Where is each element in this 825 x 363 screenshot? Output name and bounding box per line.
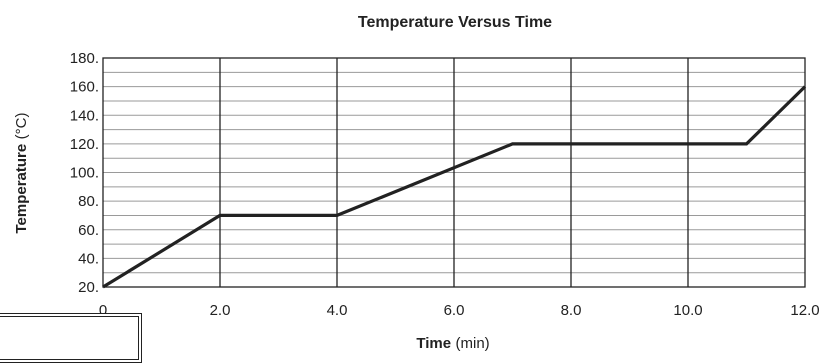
x-axis-label: Time (min) xyxy=(416,335,489,352)
x-axis-label-bold: Time xyxy=(416,335,451,352)
y-tick-label: 20. xyxy=(78,279,99,296)
overlay-box xyxy=(0,313,142,363)
y-tick-label: 140. xyxy=(70,107,99,124)
y-tick-label: 160. xyxy=(70,79,99,96)
y-tick-label: 80. xyxy=(78,193,99,210)
x-tick-label: 6.0 xyxy=(444,302,465,319)
plot-frame xyxy=(102,57,806,288)
x-tick-label: 2.0 xyxy=(210,302,231,319)
y-axis-label: Temperature (°C) xyxy=(13,112,30,233)
x-axis-label-unit: (min) xyxy=(456,335,490,352)
temperature-line xyxy=(102,85,807,289)
x-tick-label: 12.0 xyxy=(790,302,819,319)
y-axis-label-unit: (°C) xyxy=(13,112,30,139)
y-tick-label: 120. xyxy=(70,136,99,153)
chart-title: Temperature Versus Time xyxy=(358,14,552,31)
y-tick-label: 40. xyxy=(78,250,99,267)
x-tick-label: 0 xyxy=(99,302,107,319)
temperature-chart: Temperature Versus Time 20. 40. 60. 80. 100.… xyxy=(13,14,820,352)
grid-vertical xyxy=(219,58,689,287)
y-tick-label: 180. xyxy=(70,50,99,67)
x-tick-labels: 0 2.0 4.0 6.0 8.0 10.0 12.0 xyxy=(99,302,820,319)
y-tick-label: 100. xyxy=(70,165,99,182)
y-tick-label: 60. xyxy=(78,222,99,239)
x-tick-label: 8.0 xyxy=(561,302,582,319)
x-tick-label: 4.0 xyxy=(327,302,348,319)
y-tick-labels: 20. 40. 60. 80. 100. 120. 140. 160. 180. xyxy=(70,50,99,296)
y-axis-label-bold: Temperature xyxy=(13,144,30,234)
x-tick-label: 10.0 xyxy=(673,302,702,319)
